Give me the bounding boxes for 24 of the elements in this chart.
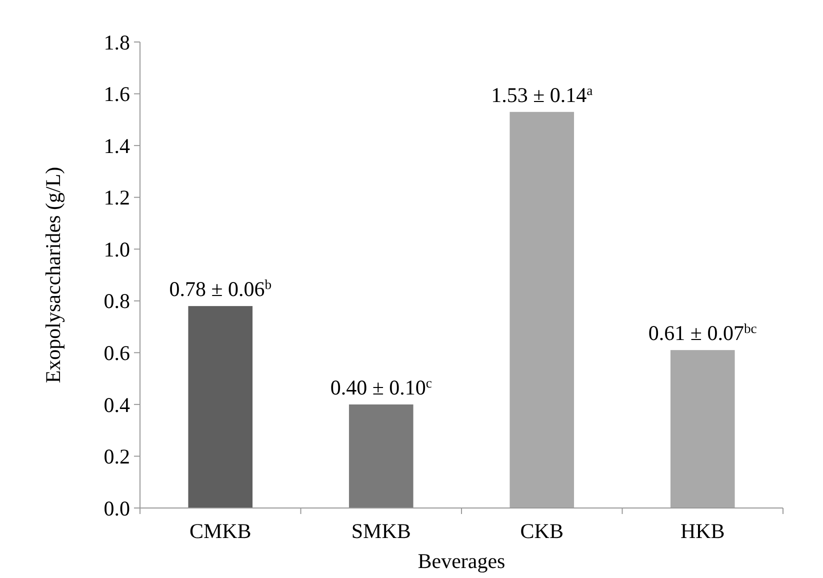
x-axis-title: Beverages <box>418 549 506 573</box>
data-label: 0.40 ± 0.10$^{c}$ <box>330 374 432 400</box>
x-tick-label: HKB <box>680 519 725 543</box>
data-label: 0.78 ± 0.06$^{b}$ <box>169 276 272 302</box>
bar <box>510 112 574 508</box>
x-tick-label: SMKB <box>351 519 411 543</box>
y-axis-title: Exopolysaccharides (g/L) <box>41 166 65 384</box>
y-tick-label: 0.2 <box>104 444 130 469</box>
x-tick-label: CMKB <box>189 519 252 543</box>
data-label: 0.61 ± 0.07$^{bc}$ <box>648 320 757 346</box>
bar <box>188 306 253 508</box>
bar <box>670 350 735 508</box>
y-tick-label: 0.0 <box>104 496 130 520</box>
y-tick-label: 1.2 <box>104 186 130 210</box>
data-label: 1.53 ± 0.14$^{a}$ <box>491 82 593 107</box>
y-tick-label: 0.8 <box>104 289 130 314</box>
y-tick-label: 0.6 <box>104 341 130 366</box>
y-tick-label: 1.0 <box>104 237 130 262</box>
y-tick-label: 1.6 <box>104 82 130 106</box>
y-tick-label: 1.4 <box>104 134 130 158</box>
y-tick-label: 0.4 <box>104 392 130 417</box>
bar <box>348 404 414 508</box>
y-tick-label: 1.8 <box>104 30 130 54</box>
x-tick-label: CKB <box>520 519 564 543</box>
